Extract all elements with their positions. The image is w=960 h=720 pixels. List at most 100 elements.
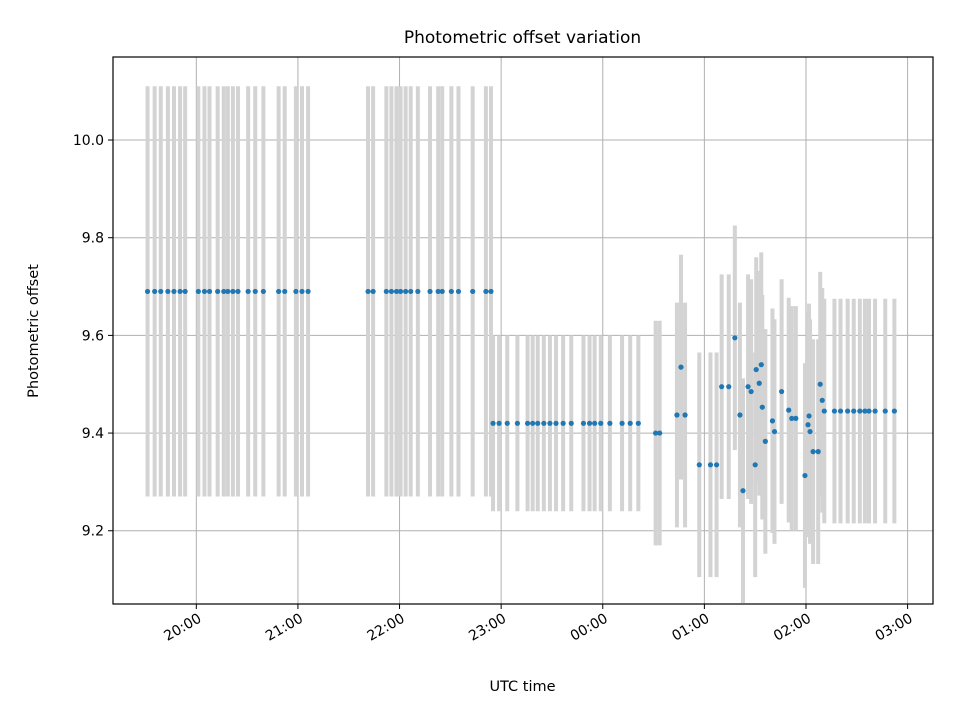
data-point xyxy=(455,288,462,295)
y-tick-label: 9.8 xyxy=(82,231,104,247)
data-point xyxy=(657,430,663,436)
data-point xyxy=(403,288,409,295)
data-point xyxy=(802,472,808,479)
data-point xyxy=(819,397,825,403)
data-point xyxy=(158,288,164,295)
x-axis-label: UTC time xyxy=(489,679,555,695)
data-point xyxy=(448,288,454,295)
data-point xyxy=(530,420,536,426)
data-point xyxy=(882,408,888,414)
data-point xyxy=(195,288,201,295)
data-point xyxy=(535,420,541,426)
y-tick-label: 9.2 xyxy=(82,524,104,540)
data-point xyxy=(225,288,231,295)
data-point xyxy=(592,420,598,426)
data-point xyxy=(547,420,553,426)
data-point xyxy=(152,288,158,295)
data-point xyxy=(586,420,593,426)
data-point xyxy=(470,288,476,295)
data-point xyxy=(397,288,404,295)
data-point xyxy=(370,288,376,295)
data-point xyxy=(737,412,743,418)
data-point xyxy=(514,420,521,426)
data-point xyxy=(810,449,816,455)
data-point xyxy=(435,288,441,295)
data-point xyxy=(756,380,762,386)
data-point xyxy=(807,428,813,435)
data-point xyxy=(260,288,266,295)
data-point xyxy=(598,420,604,426)
data-point xyxy=(619,420,625,426)
data-point xyxy=(769,418,776,424)
data-point xyxy=(707,462,714,468)
data-point xyxy=(541,420,547,426)
data-point xyxy=(230,288,236,295)
data-point xyxy=(740,488,746,494)
data-point xyxy=(793,415,799,422)
data-point xyxy=(276,288,282,295)
data-point xyxy=(748,388,754,395)
data-point xyxy=(862,408,868,414)
data-point xyxy=(786,407,792,413)
data-point xyxy=(758,362,764,368)
data-point xyxy=(745,384,751,390)
data-point xyxy=(393,288,400,295)
data-point xyxy=(674,412,680,418)
data-point xyxy=(490,420,496,426)
data-point xyxy=(439,288,445,295)
data-point xyxy=(215,288,221,295)
data-point xyxy=(388,288,395,295)
data-point xyxy=(845,408,851,414)
data-point xyxy=(293,288,299,295)
data-point xyxy=(560,420,566,426)
data-point xyxy=(504,420,510,426)
data-point xyxy=(177,288,183,295)
data-point xyxy=(221,288,227,295)
data-point xyxy=(821,408,827,414)
data-point xyxy=(696,462,702,468)
data-point xyxy=(408,288,414,295)
y-tick-label: 9.6 xyxy=(82,328,104,344)
data-point xyxy=(553,420,559,426)
data-point xyxy=(719,384,725,390)
data-point xyxy=(732,335,738,341)
data-point xyxy=(753,366,759,373)
data-point xyxy=(415,288,421,295)
data-point xyxy=(759,404,765,410)
data-point xyxy=(806,413,812,419)
data-point xyxy=(635,420,641,426)
data-point xyxy=(299,288,305,295)
data-point xyxy=(805,422,811,428)
data-point xyxy=(682,412,688,418)
data-point xyxy=(235,288,241,295)
data-point xyxy=(365,288,371,295)
y-axis: 9.2 9.4 9.6 9.8 10.0 xyxy=(73,133,113,540)
data-point xyxy=(872,408,878,414)
data-point xyxy=(245,288,251,295)
data-point xyxy=(678,364,684,370)
data-point xyxy=(496,420,502,426)
data-point xyxy=(752,462,758,468)
data-point xyxy=(182,288,188,295)
data-point xyxy=(206,288,213,295)
data-point xyxy=(483,288,489,295)
data-point xyxy=(627,420,633,426)
data-point xyxy=(607,420,613,426)
data-point xyxy=(778,388,785,395)
y-tick-label: 10.0 xyxy=(73,133,104,149)
data-point xyxy=(726,384,732,390)
data-point xyxy=(252,288,258,295)
data-point xyxy=(837,408,844,414)
data-point xyxy=(857,408,863,414)
data-point xyxy=(789,415,795,422)
data-point xyxy=(201,288,208,295)
data-point xyxy=(891,408,897,414)
data-point xyxy=(488,288,494,295)
y-axis-label: Photometric offset xyxy=(26,264,42,398)
data-point xyxy=(282,288,288,295)
data-point xyxy=(866,408,872,414)
data-point xyxy=(653,430,659,436)
plot-frame xyxy=(112,56,934,605)
